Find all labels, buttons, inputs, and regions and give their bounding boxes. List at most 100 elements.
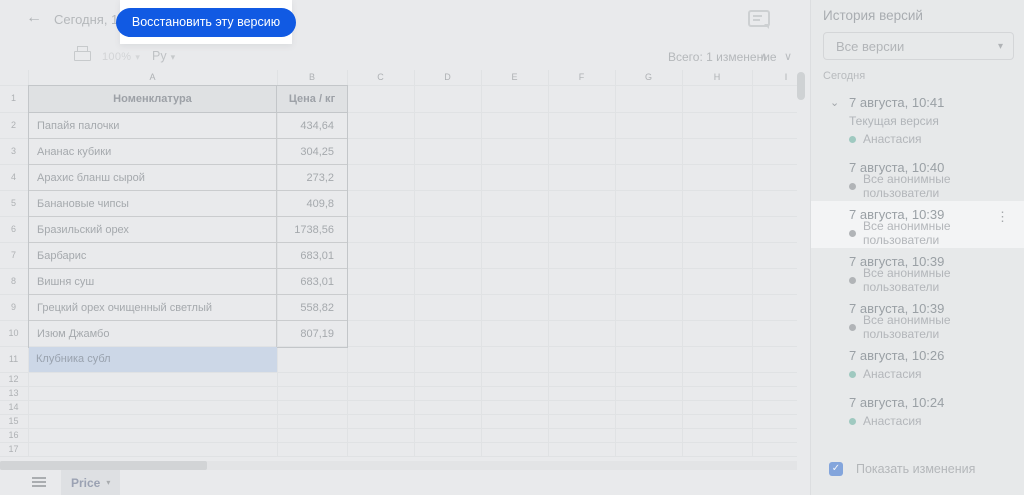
table-row[interactable]: Ананас кубики 304,25 (29, 139, 347, 165)
version-item[interactable]: 7 августа, 10:39 Все анонимные пользовате… (811, 248, 1024, 295)
row-header-3[interactable]: 3 (10, 146, 16, 156)
cell-price[interactable]: 807,19 (300, 328, 334, 340)
cell-price[interactable]: 273,2 (306, 171, 334, 184)
column-header-F[interactable]: F (578, 72, 585, 82)
chevron-down-icon: ▾ (106, 478, 111, 487)
table-row[interactable]: Вишня суш 683,01 (29, 269, 347, 295)
sheet-list-icon[interactable] (32, 477, 46, 487)
grid-line (414, 70, 415, 456)
cell-name[interactable]: Банановые чипсы (29, 191, 277, 216)
cell-name[interactable]: Арахис бланш сырой (29, 165, 277, 190)
row-header-1[interactable]: 1 (10, 93, 16, 103)
back-icon[interactable]: ← (26, 9, 42, 26)
spreadsheet-grid[interactable]: A B C D E F G H I 1 2 3 4 5 6 7 8 9 10 11 12 13 14 15 16 17 Номенк… (0, 70, 797, 461)
table-header-name: Номенклатура (29, 86, 277, 112)
version-item[interactable]: 7 августа, 10:24 Анастасия (811, 389, 1024, 436)
kebab-menu-icon[interactable]: ⋮ (996, 209, 1009, 224)
cell-name[interactable]: Изюм Джамбо (29, 321, 277, 347)
version-author: Все анонимные пользователи (849, 172, 1024, 200)
version-item[interactable]: 7 августа, 10:39 Все анонимные пользовате… (811, 201, 1024, 248)
cell-price[interactable]: 558,82 (300, 301, 334, 314)
row-header-16[interactable]: 16 (8, 430, 19, 440)
table-row[interactable]: Барбарис 683,01 (29, 243, 347, 269)
column-header-E[interactable]: E (511, 72, 518, 82)
sheet-bar: Price ▾ (0, 470, 810, 495)
cell-name[interactable]: Вишня суш (29, 269, 277, 294)
cell-name[interactable]: Грецкий орех очищенный светлый (29, 295, 277, 320)
version-item[interactable]: 7 августа, 10:40 Все анонимные пользовате… (811, 154, 1024, 201)
horizontal-scrollbar[interactable] (0, 461, 797, 470)
table-row[interactable]: Банановые чипсы 409,8 (29, 191, 347, 217)
cell-price[interactable]: 683,01 (300, 275, 334, 288)
table-row[interactable]: Изюм Джамбо 807,19 (29, 321, 347, 347)
currency-format-control[interactable]: Ру ▾ (152, 49, 176, 63)
show-changes-toggle[interactable]: ✓ Показать изменения (829, 462, 975, 476)
version-item[interactable]: ⌄ 7 августа, 10:41 Текущая версия Анастасия (811, 89, 1024, 154)
column-header-A[interactable]: A (149, 72, 156, 82)
column-header-B[interactable]: B (308, 72, 316, 82)
version-item[interactable]: 7 августа, 10:39 Все анонимные пользовате… (811, 295, 1024, 342)
row-header-15[interactable]: 15 (8, 416, 19, 426)
horizontal-scrollbar-thumb[interactable] (0, 461, 207, 470)
grid-line (277, 70, 278, 456)
author-avatar (849, 323, 856, 331)
table-header-price: Цена / кг (288, 93, 336, 105)
chevron-down-icon: ▾ (135, 52, 141, 62)
row-header-4[interactable]: 4 (10, 172, 16, 182)
row-header-13[interactable]: 13 (8, 388, 19, 398)
table-row[interactable]: Арахис бланш сырой 273,2 (29, 165, 347, 191)
column-header-G[interactable]: G (644, 72, 653, 82)
cell-name[interactable]: Папайя палочки (29, 113, 277, 138)
grid-line (0, 164, 797, 165)
cell-price[interactable]: 434,64 (300, 119, 334, 132)
comments-icon[interactable] (748, 10, 770, 29)
column-header-C[interactable]: C (377, 72, 384, 82)
collapse-icon[interactable]: ⌄ (830, 97, 840, 109)
next-change-button[interactable]: ∨ (784, 51, 793, 63)
row-header-12[interactable]: 12 (8, 374, 19, 384)
cell-price[interactable]: 304,25 (300, 145, 334, 158)
row-header-7[interactable]: 7 (10, 250, 16, 260)
author-avatar (849, 417, 856, 425)
cell-name[interactable]: Барбарис (29, 243, 277, 268)
restore-version-button[interactable]: Восстановить эту версию (115, 7, 297, 37)
version-filter-dropdown[interactable]: Все версии ▾ (823, 32, 1014, 60)
cell-name[interactable]: Бразильский орех (29, 217, 277, 242)
table-row[interactable]: Грецкий орех очищенный светлый 558,82 (29, 295, 347, 321)
grid-line (0, 320, 797, 321)
cell-price[interactable]: 683,01 (300, 249, 334, 262)
row-header-9[interactable]: 9 (10, 302, 16, 312)
zoom-control[interactable]: 100% ▾ (102, 51, 141, 63)
changed-cell[interactable]: Клубника субл (29, 347, 277, 372)
table-row[interactable]: Бразильский орех 1738,56 (29, 217, 347, 243)
row-header-5[interactable]: 5 (10, 198, 16, 208)
column-header-I[interactable]: I (784, 72, 788, 82)
version-time: 7 августа, 10:39 (849, 207, 945, 222)
sheet-tab-price[interactable]: Price ▾ (61, 470, 121, 495)
version-author: Все анонимные пользователи (849, 266, 1024, 294)
column-header-D[interactable]: D (444, 72, 451, 82)
cell-price[interactable]: 409,8 (306, 197, 334, 210)
row-header-8[interactable]: 8 (10, 276, 16, 286)
previous-change-button[interactable]: ∧ (760, 51, 769, 63)
cell-name[interactable]: Ананас кубики (29, 139, 277, 164)
table-row[interactable]: Папайя палочки 434,64 (29, 113, 347, 139)
author-avatar (849, 182, 856, 190)
row-header-11[interactable]: 11 (8, 354, 19, 364)
row-header-14[interactable]: 14 (8, 402, 19, 412)
checkbox-checked-icon[interactable]: ✓ (829, 462, 843, 476)
grid-line (0, 414, 797, 415)
grid-line (0, 216, 797, 217)
column-header-H[interactable]: H (713, 72, 721, 82)
vertical-scrollbar[interactable] (796, 70, 806, 461)
version-item[interactable]: 7 августа, 10:26 Анастасия (811, 342, 1024, 389)
row-header-10[interactable]: 10 (8, 328, 19, 338)
row-header-6[interactable]: 6 (10, 224, 16, 234)
author-name: Все анонимные пользователи (863, 313, 951, 341)
vertical-scrollbar-thumb[interactable] (797, 72, 805, 100)
print-icon[interactable] (74, 46, 91, 61)
row-header-2[interactable]: 2 (10, 120, 16, 130)
row-header-17[interactable]: 17 (8, 444, 19, 454)
cell-price[interactable]: 1738,56 (294, 223, 334, 236)
chevron-down-icon: ▾ (170, 52, 176, 62)
